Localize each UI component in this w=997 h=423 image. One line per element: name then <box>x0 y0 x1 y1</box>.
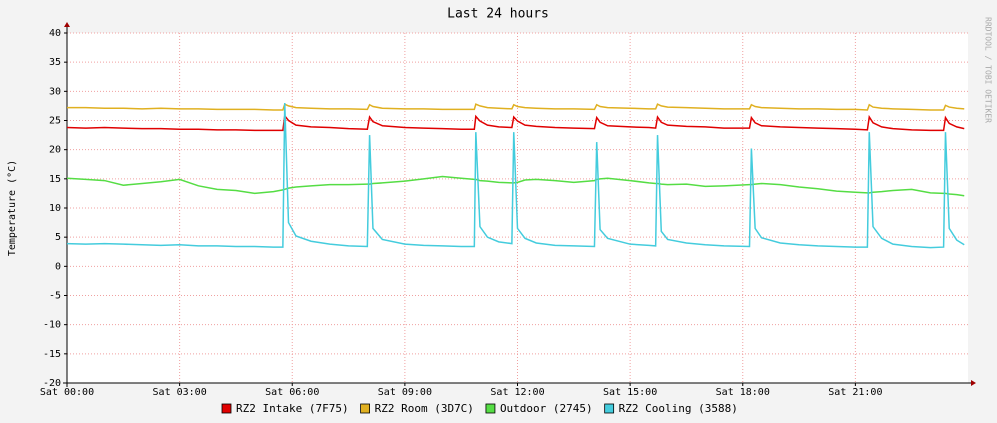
y-tick-label: 30 <box>49 86 61 97</box>
line <box>67 103 965 111</box>
y-tick-label: 0 <box>55 261 61 272</box>
x-tick-label: Sat 03:00 <box>153 387 207 398</box>
y-tick-label: -15 <box>43 349 61 360</box>
legend-label: Outdoor (2745) <box>500 402 593 415</box>
chart-title: Last 24 hours <box>447 7 549 22</box>
legend-swatch <box>221 403 232 414</box>
line <box>66 113 965 132</box>
y-tick-label: 5 <box>55 232 61 243</box>
x-tick-label: Sat 09:00 <box>378 387 432 398</box>
y-tick-label: 25 <box>49 116 61 127</box>
y-tick-label: 35 <box>49 57 61 68</box>
legend-swatch <box>604 403 615 414</box>
x-tick-label: Sat 21:00 <box>828 387 882 398</box>
y-axis-arrow <box>64 22 70 27</box>
line <box>66 102 965 249</box>
y-tick-label: 15 <box>49 174 61 185</box>
x-tick-label: Sat 18:00 <box>716 387 770 398</box>
legend-swatch <box>485 403 496 414</box>
y-tick-label: 10 <box>49 203 61 214</box>
y-axis-label: Temperature (°C) <box>7 160 18 256</box>
x-axis-arrow <box>971 380 976 386</box>
legend-label: RZ2 Cooling (3588) <box>619 402 738 415</box>
x-tick-label: Sat 00:00 <box>40 387 94 398</box>
y-tick-label: -5 <box>49 291 61 302</box>
legend-label: RZ2 Room (3D7C) <box>375 402 474 415</box>
credit: RRDTOOL / TOBI OETIKER <box>984 17 993 123</box>
x-tick-label: Sat 12:00 <box>490 387 544 398</box>
legend-label: RZ2 Intake (7F75) <box>236 402 349 415</box>
y-tick-label: -20 <box>43 378 61 389</box>
y-tick-label: -10 <box>43 320 61 331</box>
y-tick-label: 20 <box>49 145 61 156</box>
x-tick-label: Sat 06:00 <box>265 387 319 398</box>
legend-swatch <box>360 403 370 414</box>
x-tick-label: Sat 15:00 <box>603 387 657 398</box>
y-tick-label: 40 <box>49 28 61 39</box>
